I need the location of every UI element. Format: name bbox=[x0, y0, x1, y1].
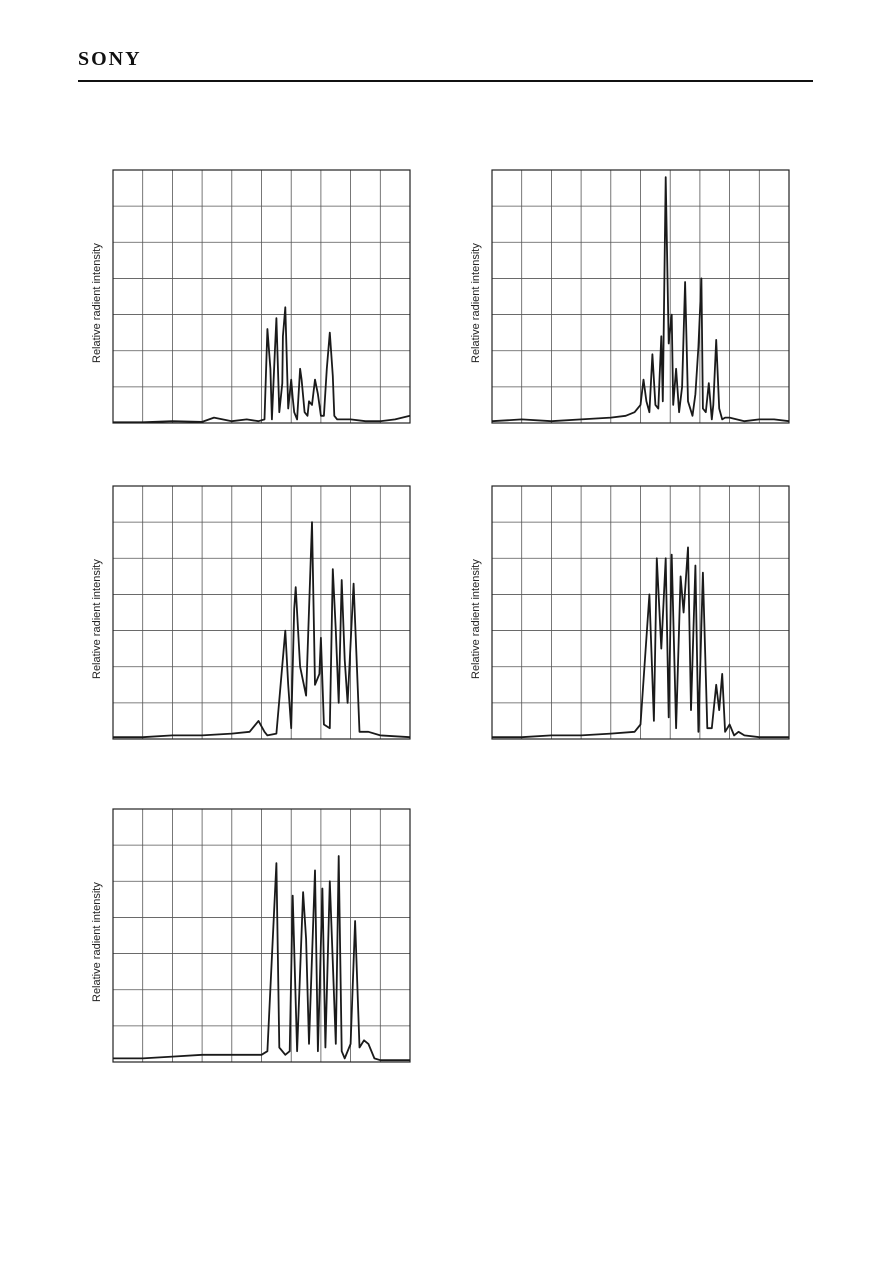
y-axis-label: Relative radient intensity bbox=[91, 243, 103, 363]
spectrum-line bbox=[113, 855, 410, 1062]
plot-frame bbox=[491, 485, 790, 740]
spectrum-chart-3 bbox=[112, 485, 411, 740]
y-axis-label: Relative radient intensity bbox=[91, 882, 103, 1002]
spectrum-chart-5 bbox=[112, 808, 411, 1063]
spectrum-chart-4 bbox=[491, 485, 790, 740]
plot-frame bbox=[491, 169, 790, 424]
sony-logo: SONY bbox=[78, 48, 142, 70]
y-axis-label: Relative radient intensity bbox=[91, 559, 103, 679]
spectrum-line bbox=[492, 546, 789, 739]
spectrum-chart-2 bbox=[491, 169, 790, 424]
header-rule bbox=[78, 80, 813, 82]
plot-frame bbox=[112, 485, 411, 740]
y-axis-label: Relative radient intensity bbox=[470, 559, 482, 679]
plot-frame bbox=[112, 808, 411, 1063]
y-axis-label: Relative radient intensity bbox=[470, 243, 482, 363]
plot-frame bbox=[112, 169, 411, 424]
spectrum-line bbox=[113, 306, 411, 424]
spectrum-line bbox=[113, 521, 411, 739]
spectrum-line bbox=[491, 176, 790, 423]
spectrum-chart-1 bbox=[112, 169, 411, 424]
